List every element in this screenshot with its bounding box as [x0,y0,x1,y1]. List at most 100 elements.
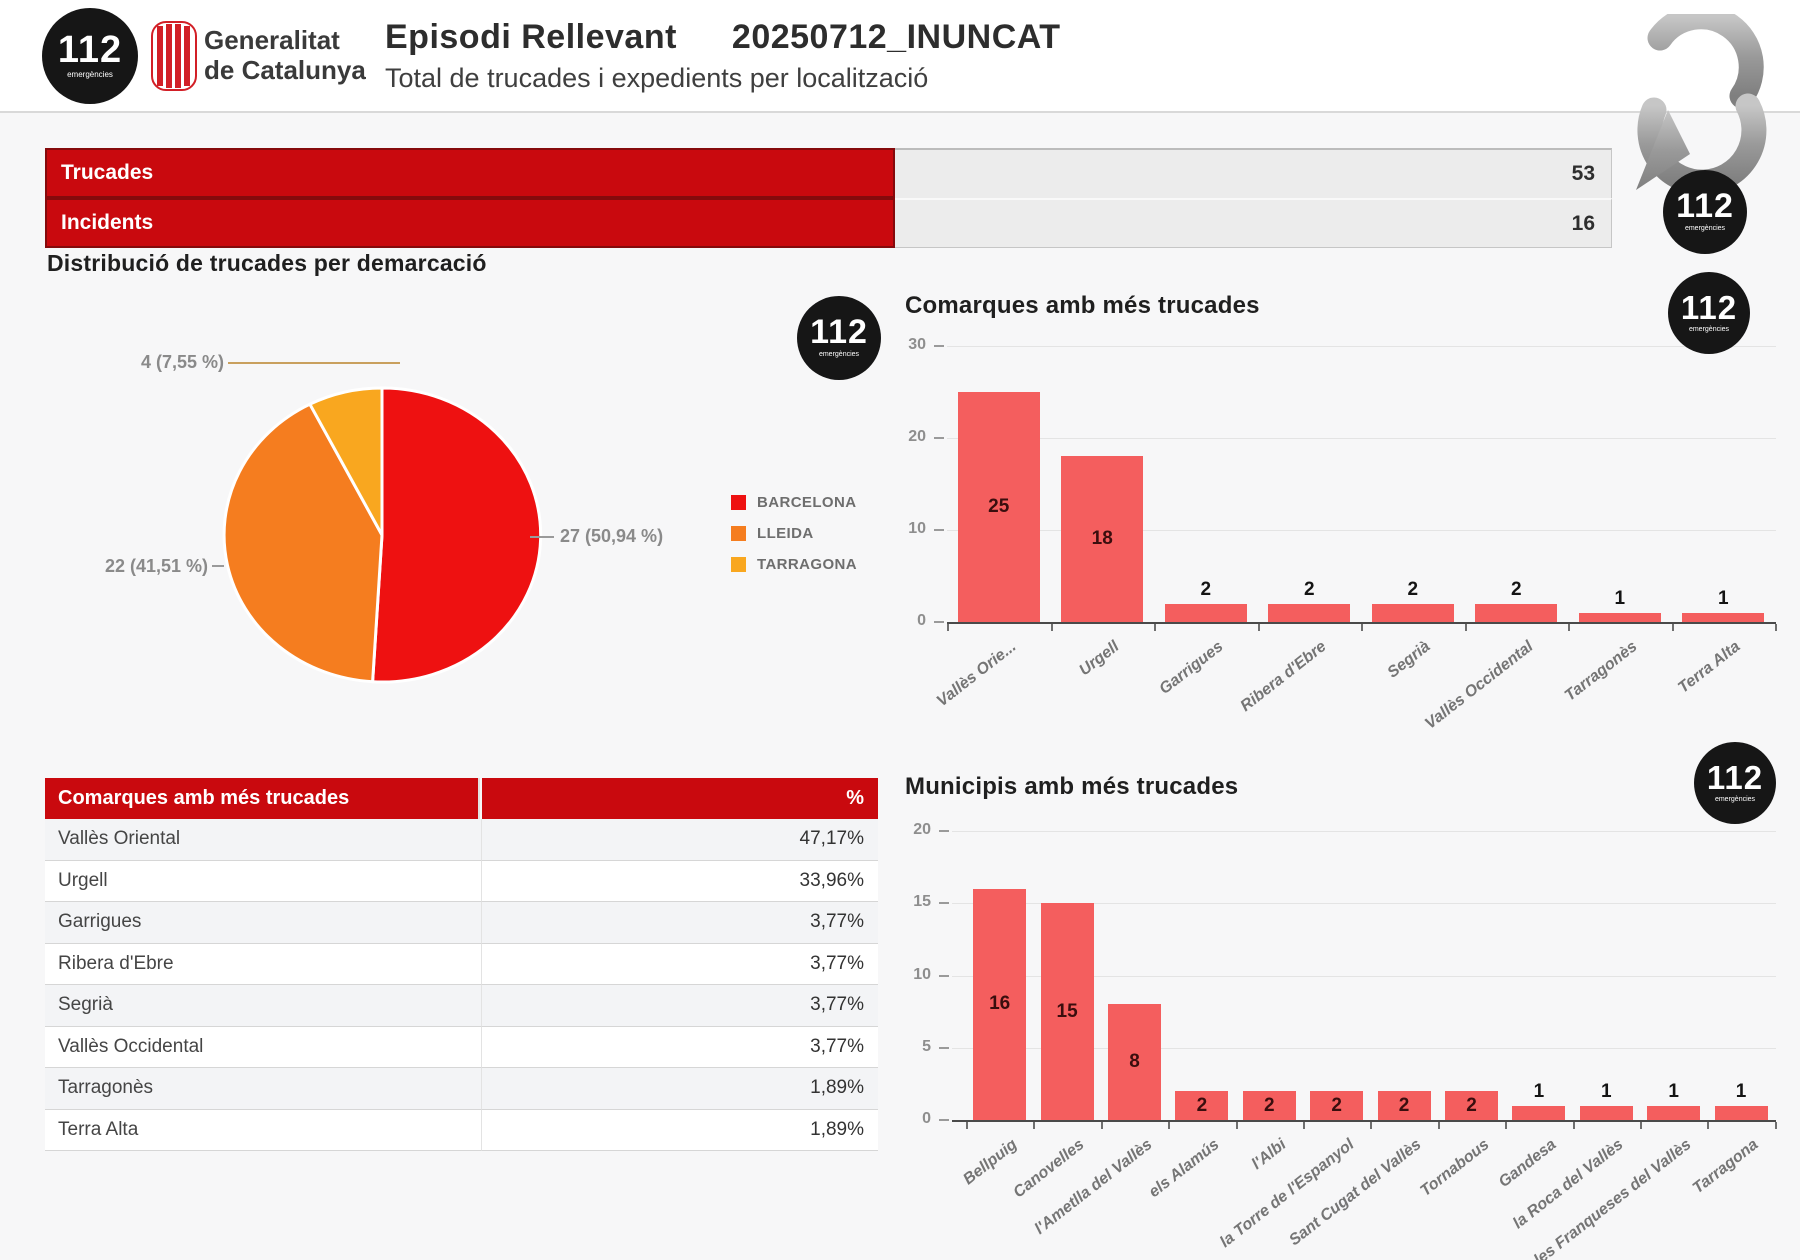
y-axis-dash [934,621,944,623]
x-axis-line [952,1120,1776,1122]
legend-item-tarragona: TARRAGONA [731,556,857,573]
y-axis-tick-30: 30 [908,336,926,353]
summary-row-trucades-label: Trucades [45,148,895,198]
table-row-value: 47,17% [482,819,878,861]
bar-value-label: 2 [1407,578,1419,600]
bar-value-label: 1 [1717,587,1729,609]
gridline-y20 [952,831,1776,832]
y-axis-dash [939,1119,949,1121]
x-axis-tick [1707,1122,1710,1129]
bar-la Roca del Vallès [1579,1105,1633,1120]
logo-112-emergencies: 112 emergències [1694,742,1776,824]
x-axis-tick [1100,1122,1103,1129]
bar-value-label: 2 [1200,578,1212,600]
page-title: Episodi Rellevant 20250712_INUNCAT [385,18,1061,57]
x-axis-tick [1370,1122,1373,1129]
bar-Vallès Orie... [957,392,1040,622]
logo-112-emergencies: 112 emergències [797,296,881,380]
x-axis-tick [1303,1122,1305,1129]
x-axis-tick [1154,624,1156,631]
table-header-percent: % [482,778,878,819]
legend-label: BARCELONA [757,494,857,511]
x-axis-tick [1050,624,1053,631]
bar-value-label: 2 [1303,578,1315,600]
table-row-value: 3,77% [482,1026,878,1068]
y-axis-tick-20: 20 [913,821,931,838]
table-row-value: 33,96% [482,860,878,902]
generalitat-logo-icon [151,21,197,91]
bar-value-label: 15 [1056,1000,1078,1022]
gridline-y10 [947,530,1776,531]
summary-row-trucades-value: 53 [895,148,1612,198]
table-row-value: 1,89% [482,1068,878,1110]
bar-value-label: 2 [1196,1094,1208,1116]
legend-label: TARRAGONA [757,556,857,573]
bar-value-label: 1 [1601,1080,1612,1102]
bar-value-label: 2 [1510,578,1522,600]
table-row-label: Vallès Occidental [45,1026,482,1068]
table-row-value: 3,77% [482,985,878,1027]
legend-swatch-icon [731,557,746,572]
pie-leader-lleida [212,565,224,567]
logo-112-emergencies: 112 emergències [42,8,138,104]
pie-chart-title: Distribució de trucades per demarcació [47,250,487,276]
page-subtitle: Total de trucades i expedients per local… [385,63,929,93]
bar-Garrigues [1164,603,1247,622]
bar-value-label: 8 [1129,1051,1140,1073]
x-axis-tick [1033,1122,1036,1129]
y-axis-dash [934,437,944,439]
x-axis-tick [1568,624,1570,631]
gridline-y30 [947,346,1776,347]
bar-Bellpuig [973,888,1027,1120]
gridline-y20 [947,438,1776,439]
bar-Urgell [1061,456,1144,622]
table-row-label: Urgell [45,860,482,902]
pie-slice-tarragona [308,386,384,537]
x-axis-category-label: Bellpuig [959,1136,1021,1189]
summary-row-incidents-value: 16 [895,198,1612,248]
bar-Sant Cugat del Vallès [1377,1091,1431,1120]
bar-Canovelles [1040,903,1094,1120]
y-axis-dash [939,830,949,832]
bar-l'Ametlla del Vallès [1108,1004,1161,1120]
y-axis-dash [939,974,949,977]
y-axis-tick-0: 0 [917,612,926,629]
table-row-value: 1,89% [482,1109,878,1151]
legend-label: LLEIDA [757,525,814,542]
bar-value-label: 1 [1614,587,1626,609]
page-title-episode: Episodi Rellevant [385,18,677,56]
table-row-label: Tarragonès [45,1068,482,1110]
x-axis-tick [1437,1122,1440,1129]
generalitat-line2: de Catalunya [204,54,366,85]
bar-value-label: 1 [1533,1080,1545,1102]
y-axis-dash [939,1046,949,1049]
x-axis-tick [966,1122,968,1129]
y-axis-tick-10: 10 [908,520,926,537]
x-axis-tick [1168,1122,1171,1129]
bar-l'Albi [1242,1091,1296,1120]
report-header [0,0,1800,113]
pie-leader-barcelona [530,536,554,538]
x-axis-tick [1464,624,1467,631]
x-axis-tick [1257,624,1260,631]
table-row-value: 3,77% [482,943,878,985]
table-row-label: Vallès Oriental [45,819,482,861]
bar-la Torre de l'Espanyol [1310,1091,1364,1120]
summary-row-incidents-label: Incidents [45,198,895,248]
pie-label-lleida: 22 (41,51 %) [104,556,208,576]
bar-Tarragona [1714,1105,1768,1120]
bar-value-label: 25 [988,496,1010,517]
bar-value-label: 2 [1264,1094,1275,1116]
x-axis-tick [1572,1122,1575,1129]
pie-slice-barcelona [371,386,543,684]
y-axis-dash [934,345,944,347]
bar-value-label: 2 [1466,1094,1477,1116]
table-row-label: Segrià [45,985,482,1027]
bar-value-label: 2 [1398,1094,1410,1116]
bar-Segrià [1371,603,1454,622]
bar-value-label: 1 [1668,1080,1679,1102]
page-title-code: 20250712_INUNCAT [731,18,1061,56]
bar-les Franqueses del Vallès [1647,1105,1701,1120]
x-axis-line [947,622,1776,624]
legend-item-lleida: LLEIDA [731,525,814,542]
